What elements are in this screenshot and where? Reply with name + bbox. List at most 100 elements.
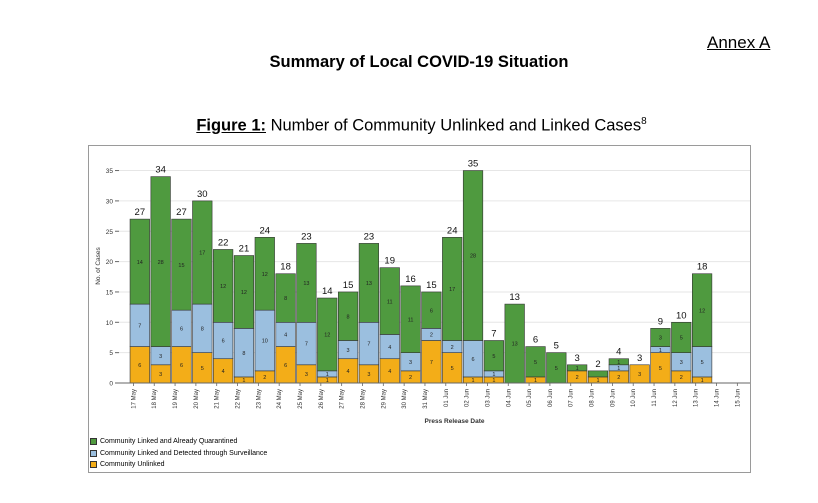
- segment-label: 3: [367, 372, 370, 378]
- segment-label: 6: [471, 357, 474, 363]
- segment-label: 4: [284, 333, 287, 339]
- segment-label: 12: [220, 284, 226, 290]
- bar-total-label: 24: [259, 225, 270, 236]
- x-tick-label: 21 May: [215, 389, 221, 409]
- segment-label: 7: [138, 324, 141, 330]
- segment-label: 7: [305, 342, 308, 348]
- bar-segment-quarantined: [192, 200, 213, 305]
- segment-label: 1: [326, 378, 329, 384]
- bar-segment-quarantined: [337, 291, 359, 341]
- segment-label: 5: [201, 366, 204, 372]
- segment-label: 7: [430, 360, 433, 366]
- bar-total-label: 6: [533, 335, 538, 346]
- segment-label: 1: [617, 366, 620, 372]
- x-tick-label: 08 Jun: [590, 389, 596, 407]
- segment-label: 1: [701, 378, 704, 384]
- segment-label: 3: [409, 360, 412, 366]
- bar-total-label: 30: [197, 189, 208, 200]
- bar-total-label: 3: [637, 353, 642, 364]
- segment-label: 6: [430, 308, 433, 314]
- segment-label: 2: [409, 375, 412, 381]
- segment-label: 3: [159, 354, 162, 360]
- segment-label: 7: [367, 342, 370, 348]
- bar-total-label: 27: [135, 207, 146, 218]
- x-tick-label: 31 May: [423, 389, 429, 409]
- x-tick-label: 25 May: [298, 389, 304, 409]
- y-tick-label: 5: [109, 350, 113, 357]
- x-tick-label: 24 May: [277, 389, 283, 409]
- bar-total-label: 5: [554, 341, 559, 352]
- segment-label: 1: [242, 378, 245, 384]
- segment-label: 11: [408, 317, 414, 323]
- bar-total-label: 2: [595, 359, 600, 370]
- bar-total-label: 21: [239, 244, 250, 255]
- segment-label: 28: [470, 254, 476, 260]
- x-tick-label: 09 Jun: [610, 389, 616, 407]
- segment-label: 1: [534, 378, 537, 384]
- segment-label: 1: [659, 348, 662, 354]
- segment-label: 13: [303, 281, 309, 287]
- segment-label: 3: [638, 372, 641, 378]
- segment-label: 3: [659, 336, 662, 342]
- segment-label: 6: [180, 363, 183, 369]
- segment-label: 8: [284, 296, 287, 302]
- legend-swatch-unlinked: [90, 461, 97, 469]
- segment-label: 17: [199, 251, 205, 257]
- bar-segment-quarantined: [254, 237, 275, 311]
- segment-label: 1: [492, 378, 495, 384]
- bar-segment-quarantined: [421, 291, 442, 329]
- x-tick-label: 05 Jun: [527, 389, 533, 407]
- bar-segment-quarantined: [400, 285, 421, 353]
- segment-label: 2: [430, 333, 433, 339]
- segment-label: 13: [366, 281, 372, 287]
- segment-label: 12: [262, 272, 268, 278]
- x-tick-label: 23 May: [256, 389, 262, 409]
- bar-total-label: 23: [301, 231, 312, 242]
- segment-label: 2: [617, 375, 620, 381]
- x-tick-label: 14 Jun: [715, 389, 721, 407]
- x-tick-label: 12 Jun: [673, 389, 679, 407]
- bar-total-label: 14: [322, 286, 333, 297]
- bar-segment-quarantined: [150, 176, 171, 347]
- x-tick-label: 30 May: [402, 389, 408, 409]
- figure-title: Figure 1: Number of Community Unlinked a…: [0, 116, 818, 136]
- figure-caption: Number of Community Unlinked and Linked …: [270, 116, 642, 135]
- segment-label: 1: [596, 378, 599, 384]
- segment-label: 6: [138, 363, 141, 369]
- legend-swatch-quarantined: [90, 438, 97, 446]
- bar-segment-quarantined: [171, 218, 192, 311]
- x-tick-label: 01 Jun: [444, 389, 450, 407]
- x-tick-label: 03 Jun: [485, 389, 491, 407]
- y-axis-label: No. of Cases: [95, 246, 102, 284]
- bar-segment-quarantined: [296, 243, 317, 323]
- segment-label: 5: [680, 336, 683, 342]
- bar-total-label: 15: [426, 280, 437, 291]
- segment-label: 3: [347, 348, 350, 354]
- bar-segment-quarantined: [692, 273, 713, 347]
- segment-label: 4: [222, 369, 225, 375]
- legend-item-surveillance: Community Linked and Detected through Su…: [90, 448, 267, 460]
- bar-segment-quarantined: [567, 364, 588, 372]
- bar-total-label: 34: [155, 165, 166, 176]
- bar-total-label: 19: [384, 256, 395, 267]
- bar-total-label: 7: [491, 329, 496, 340]
- segment-label: 3: [680, 360, 683, 366]
- segment-label: 5: [492, 354, 495, 360]
- segment-label: 17: [449, 287, 455, 293]
- legend-swatch-surveillance: [90, 449, 97, 457]
- y-tick-label: 25: [106, 229, 114, 236]
- segment-label: 3: [159, 372, 162, 378]
- x-tick-label: 17 May: [131, 389, 137, 409]
- x-tick-label: 02 Jun: [465, 389, 471, 407]
- x-tick-label: 07 Jun: [569, 389, 575, 407]
- segment-label: 12: [699, 308, 705, 314]
- segment-label: 3: [305, 372, 308, 378]
- bar-total-label: 23: [364, 231, 375, 242]
- bar-segment-quarantined: [650, 328, 671, 347]
- bar-segment-quarantined: [442, 237, 463, 341]
- bar-total-label: 16: [405, 274, 416, 285]
- segment-label: 14: [137, 260, 143, 266]
- annex-label: Annex A: [707, 33, 771, 52]
- bar-total-label: 35: [468, 159, 479, 170]
